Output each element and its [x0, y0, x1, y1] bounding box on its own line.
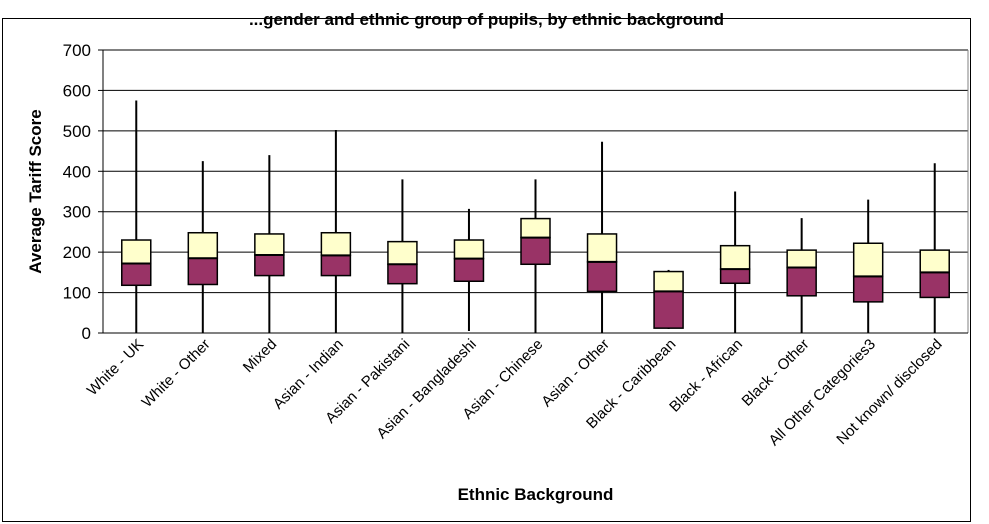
y-tick-label: 700	[63, 41, 91, 60]
y-tick-label: 500	[63, 122, 91, 141]
x-tick-label: Asian - Other	[538, 336, 613, 411]
y-tick-label: 200	[63, 243, 91, 262]
lower-box	[852, 275, 884, 303]
x-tick-label: Mixed	[240, 336, 280, 376]
box-8	[586, 141, 618, 333]
lower-box	[121, 262, 152, 287]
upper-box	[320, 231, 352, 257]
y-tick-label: 400	[63, 162, 91, 181]
y-tick-label: 0	[82, 324, 91, 343]
box-10	[719, 191, 751, 333]
box-7	[520, 179, 551, 333]
upper-box	[919, 249, 950, 274]
upper-box	[453, 239, 485, 260]
chart-frame: ...gender and ethnic group of pupils, by…	[2, 10, 971, 522]
box-13	[919, 163, 950, 333]
lower-box	[254, 254, 285, 277]
upper-box	[719, 244, 751, 270]
lower-box	[387, 263, 418, 285]
upper-box	[852, 242, 884, 278]
box-1	[121, 100, 152, 333]
upper-box	[254, 233, 285, 256]
lower-box	[520, 236, 551, 266]
y-tick-label: 300	[63, 203, 91, 222]
x-axis-label: Ethnic Background	[458, 485, 614, 504]
box-2	[187, 161, 219, 333]
upper-box	[520, 217, 551, 239]
box-9	[653, 269, 684, 329]
box-6	[453, 208, 485, 331]
lower-box	[786, 266, 817, 297]
box-12	[852, 199, 884, 333]
lower-box	[187, 257, 219, 286]
y-tick-label: 600	[63, 81, 91, 100]
upper-box	[786, 249, 817, 269]
y-tick-label: 100	[63, 284, 91, 303]
x-tick-label: White - Other	[139, 336, 214, 411]
lower-box	[453, 257, 485, 283]
upper-box	[653, 270, 684, 293]
chart-title: ...gender and ethnic group of pupils, by…	[248, 10, 725, 29]
box-5	[387, 179, 418, 333]
lower-box	[719, 268, 751, 285]
upper-box	[121, 239, 152, 265]
box-11	[786, 218, 817, 333]
x-tick-label: Black - Other	[739, 336, 813, 410]
lower-box	[919, 271, 950, 299]
lower-box	[586, 261, 618, 293]
upper-box	[586, 233, 618, 263]
box-4	[320, 130, 352, 333]
upper-box	[387, 240, 418, 266]
lower-box	[653, 290, 684, 329]
y-axis-label: Average Tariff Score	[26, 109, 45, 273]
box-3	[254, 155, 285, 333]
lower-box	[320, 254, 352, 277]
x-tick-label: White - UK	[84, 336, 147, 399]
upper-box	[187, 231, 219, 259]
